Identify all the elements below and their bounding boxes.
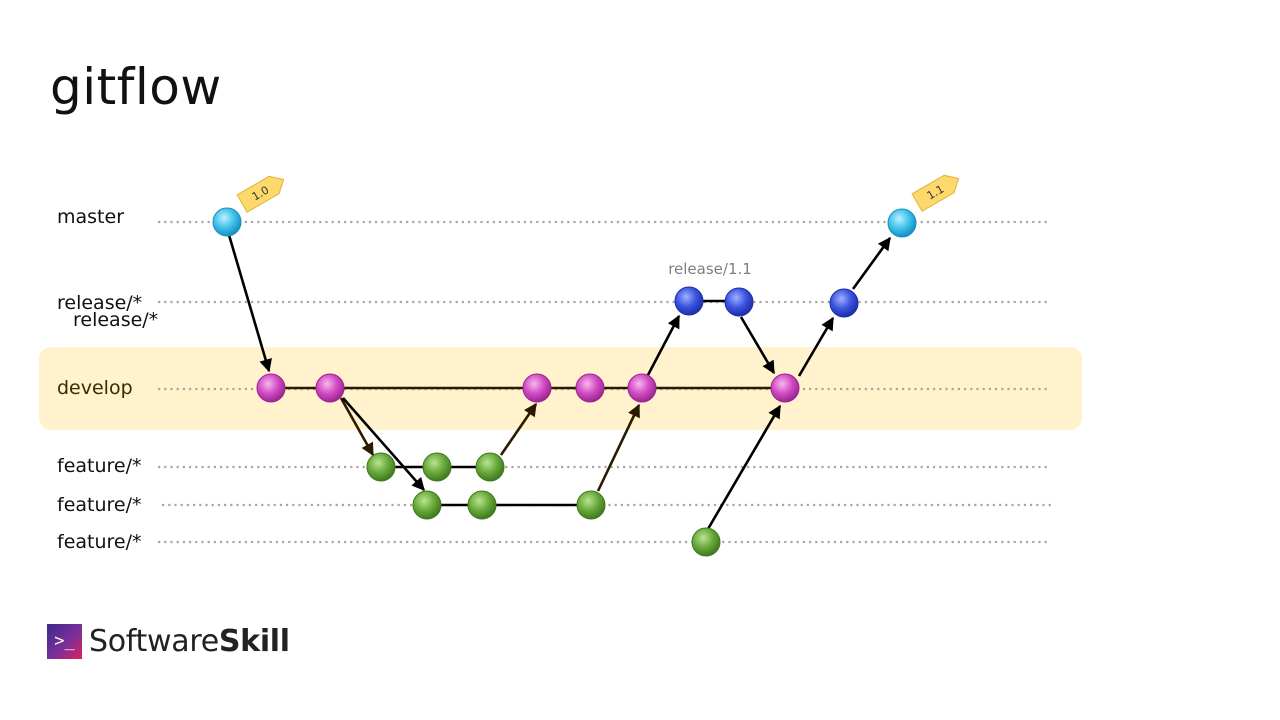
arrow-develop-to-feature-2 [342, 397, 425, 491]
commit-release-3 [829, 288, 859, 318]
branch-label-master: master [57, 206, 125, 228]
lane-guides [158, 220, 1052, 544]
arrow-feature-1-to-develop [499, 402, 538, 456]
commit-develop-2 [315, 373, 345, 403]
tag-1-0: 1.0 [236, 175, 285, 213]
commit-develop-6 [770, 373, 800, 403]
branch-label-release: release/* [57, 292, 143, 314]
tag-icon [236, 175, 285, 213]
commit-master-1 [212, 207, 242, 237]
commit-feature-1a [366, 452, 396, 482]
brand-logo: >_ SoftwareSkill [47, 623, 290, 659]
terminal-prompt-icon: >_ [47, 623, 82, 659]
slide-title: gitflow [50, 58, 222, 116]
arrow-master-to-develop [227, 234, 272, 373]
commit-develop-4 [575, 373, 605, 403]
merge-arrows [227, 234, 892, 530]
arrow-feature-2-to-develop [596, 403, 641, 492]
branch-label-feature-2: feature/* [57, 494, 142, 516]
brand-name-bold: Skill [218, 623, 290, 659]
branch-label-feature-3: feature/* [57, 531, 142, 553]
commit-feature-2a [412, 490, 442, 520]
commit-master-2 [887, 208, 917, 238]
release-name-label: release/1.1 [668, 260, 752, 278]
arrow-develop-to-release-2 [797, 316, 835, 377]
commit-develop-5 [627, 373, 657, 403]
commit-release-2 [724, 287, 754, 317]
commits [212, 207, 917, 557]
commit-feature-2c [576, 490, 606, 520]
brand-name: SoftwareSkill [89, 624, 290, 659]
arrow-feature-3-to-develop [706, 404, 782, 530]
arrow-develop-to-release [646, 314, 681, 376]
tag-1-1: 1.1 [911, 174, 960, 212]
branch-label-feature-1: feature/* [57, 455, 142, 477]
arrow-release-to-master [851, 236, 892, 290]
commit-feature-1b [422, 452, 452, 482]
commit-feature-1c [475, 452, 505, 482]
commit-develop-1 [256, 373, 286, 403]
branch-label-develop: develop [57, 377, 133, 399]
tag-icon [911, 174, 960, 212]
arrow-develop-to-feature-1 [339, 397, 375, 457]
brand-name-regular: Software [89, 623, 219, 659]
arrow-release-to-develop [739, 316, 776, 375]
commit-develop-3 [522, 373, 552, 403]
branch-label-release-duplicate: release/* [73, 309, 159, 331]
commit-release-1 [674, 286, 704, 316]
commit-feature-2b [467, 490, 497, 520]
commit-feature-3a [691, 527, 721, 557]
